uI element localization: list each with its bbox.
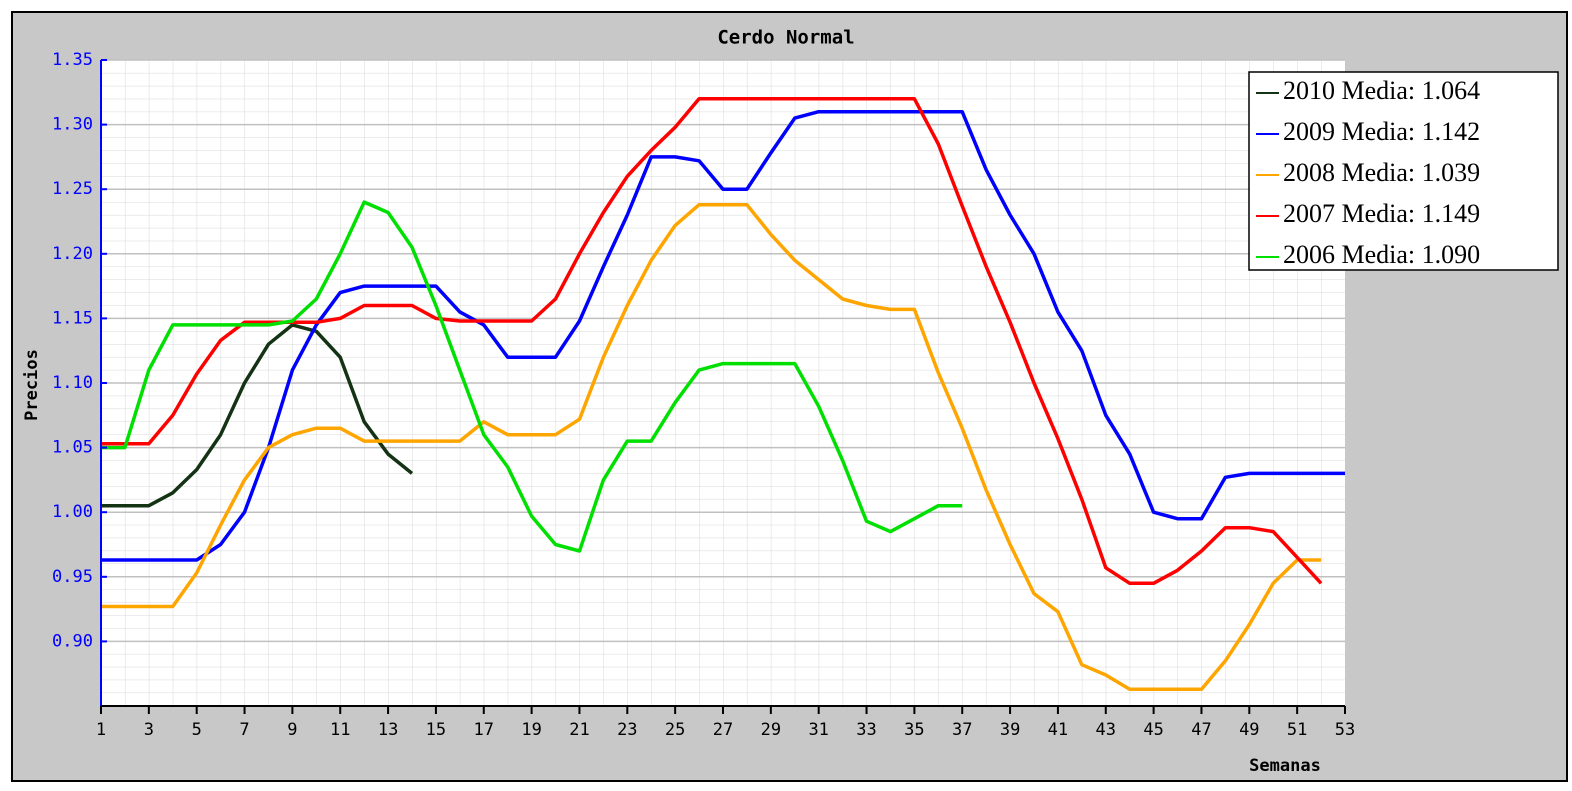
x-tick-label: 51 [1287, 720, 1307, 740]
x-tick-label: 31 [808, 720, 828, 740]
legend-label: 2008 Media: 1.039 [1283, 158, 1480, 187]
x-tick-label: 7 [239, 720, 249, 740]
x-tick-label: 39 [1000, 720, 1020, 740]
y-tick-label: 0.90 [52, 631, 93, 651]
y-tick-label: 1.20 [52, 244, 93, 264]
x-tick-label: 33 [856, 720, 876, 740]
y-tick-label: 1.10 [52, 373, 93, 393]
legend-label: 2007 Media: 1.149 [1283, 199, 1480, 228]
x-tick-label: 41 [1048, 720, 1068, 740]
legend-label: 2006 Media: 1.090 [1283, 240, 1480, 269]
x-tick-label: 13 [378, 720, 398, 740]
x-tick-label: 21 [569, 720, 589, 740]
legend-box [1248, 71, 1559, 271]
ticks: 0.90 0.95 1.00 1.05 1.10 1.15 1.20 1.25 1.30 1.35… [52, 50, 1355, 740]
x-tick-label: 35 [904, 720, 924, 740]
legend: 2010 Media: 1.064 2009 Media: 1.142 2008 M… [1256, 76, 1480, 269]
series-line [101, 202, 1322, 691]
x-tick-label: 1 [96, 720, 106, 740]
x-tick-label: 49 [1239, 720, 1259, 740]
x-tick-label: 25 [665, 720, 685, 740]
y-tick-label: 1.05 [52, 438, 93, 458]
x-tick-label: 19 [521, 720, 541, 740]
y-tick-label: 1.15 [52, 308, 93, 328]
x-tick-label: 5 [192, 720, 202, 740]
y-tick-label: 1.35 [52, 50, 93, 70]
legend-label: 2010 Media: 1.064 [1283, 76, 1480, 105]
x-tick-label: 3 [144, 720, 154, 740]
y-tick-label: 1.25 [52, 179, 93, 199]
x-tick-label: 11 [330, 720, 350, 740]
series-line [101, 323, 414, 508]
x-tick-label: 37 [952, 720, 972, 740]
series-line [101, 109, 1345, 562]
x-tick-label: 23 [617, 720, 637, 740]
y-tick-label: 1.00 [52, 502, 93, 522]
y-tick-label: 1.30 [52, 115, 93, 135]
y-axis-label: Precios [22, 349, 42, 421]
grid [101, 59, 1345, 643]
legend-label: 2009 Media: 1.142 [1283, 117, 1480, 146]
chart-title: Cerdo Normal [717, 27, 854, 49]
x-tick-label: 9 [287, 720, 297, 740]
series-line [101, 97, 1323, 586]
lines [101, 97, 1345, 691]
y-tick-label: 0.95 [52, 567, 93, 587]
x-tick-label: 27 [713, 720, 733, 740]
x-tick-label: 29 [761, 720, 781, 740]
x-tick-label: 43 [1096, 720, 1116, 740]
series-line [101, 200, 963, 553]
x-tick-label: 47 [1191, 720, 1211, 740]
x-tick-label: 15 [426, 720, 446, 740]
x-tick-label: 53 [1335, 720, 1355, 740]
x-tick-label: 17 [474, 720, 494, 740]
x-tick-label: 45 [1143, 720, 1163, 740]
x-axis-label: Semanas [1249, 756, 1321, 776]
